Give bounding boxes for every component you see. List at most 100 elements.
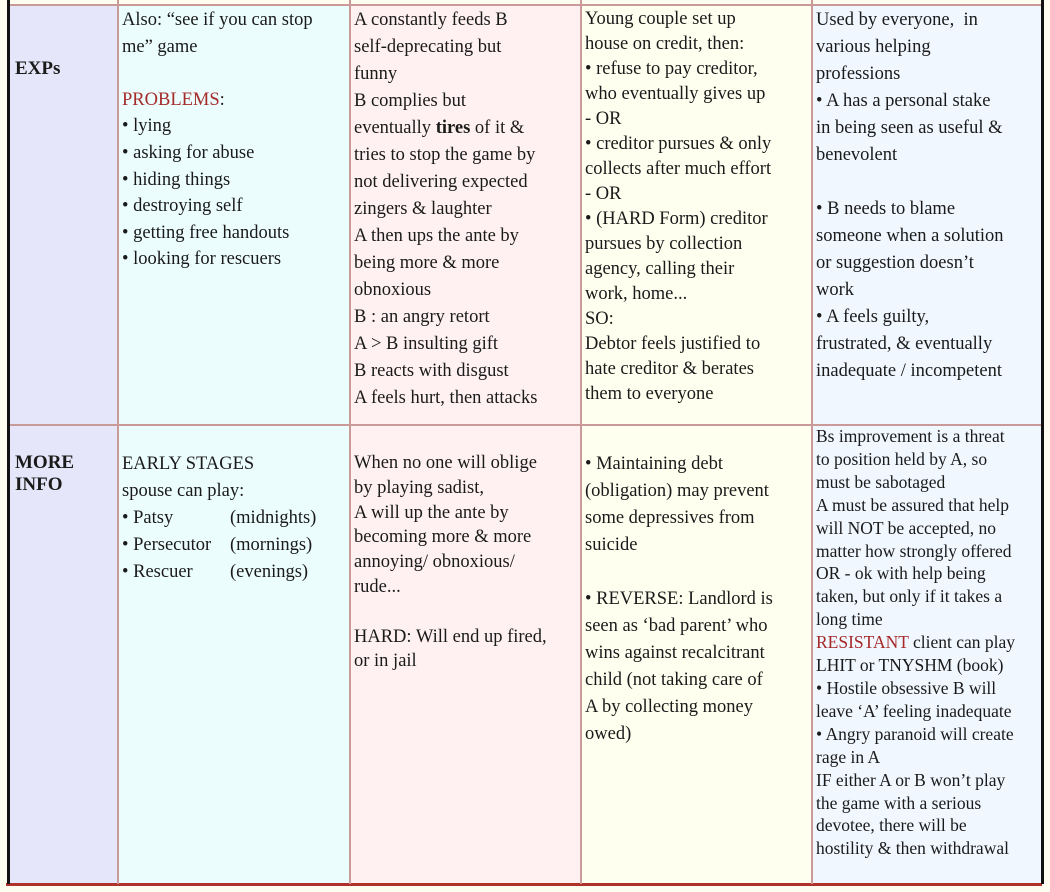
cell-line: • Patsy (midnights) bbox=[122, 505, 348, 532]
cell-line: - OR bbox=[585, 109, 622, 129]
cell-line: leave ‘A’ feeling inadequate bbox=[816, 700, 1012, 721]
cell-line: some depressives from bbox=[585, 508, 755, 528]
column-divider bbox=[580, 0, 582, 884]
cell-line: PROBLEMS: bbox=[122, 87, 348, 114]
right-border bbox=[1041, 0, 1044, 884]
cell-line: • Rescuer (evenings) bbox=[122, 559, 348, 586]
cell-line: frustrated, & eventually bbox=[816, 334, 993, 354]
text-segment: client can play bbox=[908, 632, 1016, 653]
cell-line: obnoxious bbox=[354, 280, 432, 300]
cell-line: being more & more bbox=[354, 253, 500, 273]
cell-line: long time bbox=[816, 609, 883, 630]
cell-line: • Hostile obsessive B will bbox=[816, 677, 997, 698]
cell-line: B complies but bbox=[354, 91, 467, 111]
cell-line: who eventually gives up bbox=[585, 84, 766, 104]
cell-line bbox=[354, 600, 580, 625]
cell-line: When no one will oblige bbox=[354, 453, 537, 473]
left-border bbox=[7, 0, 10, 884]
cell-line: A will up the ante by bbox=[354, 502, 509, 523]
cell-line: • lying bbox=[122, 116, 172, 137]
cell-line: Young couple set up bbox=[585, 9, 736, 29]
cell-line: to position held by A, so bbox=[816, 448, 988, 469]
cell-line: someone when a solution bbox=[816, 226, 1004, 246]
cell-line: hostility & then withdrawal bbox=[816, 838, 1009, 859]
text-segment: of it & bbox=[470, 118, 525, 138]
cell-line: A by collecting money bbox=[585, 697, 754, 717]
cell-line: • looking for rescuers bbox=[122, 249, 282, 270]
cell-line: pursues by collection bbox=[585, 234, 743, 254]
bold-text: tires bbox=[435, 118, 471, 138]
column-divider bbox=[117, 0, 119, 884]
cell-line: taken, but only if it takes a bbox=[816, 586, 1003, 607]
column-4-bg bbox=[812, 6, 1041, 884]
cell-line: collects after much effort bbox=[585, 159, 772, 179]
cell-line: B : an angry retort bbox=[354, 307, 490, 327]
cell-line: must be sabotaged bbox=[816, 471, 946, 492]
column-divider bbox=[811, 0, 813, 884]
row-divider bbox=[8, 424, 1042, 426]
cell-line bbox=[585, 559, 811, 586]
cell-line: agency, calling their bbox=[585, 259, 735, 279]
label-column-bg bbox=[10, 6, 118, 884]
cell-line: work bbox=[816, 280, 855, 300]
exps-cell-4: Used by everyone, in various helping profe… bbox=[816, 7, 1041, 385]
cell-line: A then ups the ante by bbox=[354, 226, 519, 246]
cell-line: wins against recalcitrant bbox=[585, 643, 765, 663]
cell-line: or suggestion doesn’t bbox=[816, 253, 974, 273]
cell-line: by playing sadist, bbox=[354, 477, 485, 498]
cell-line: • REVERSE: Landlord is bbox=[585, 589, 773, 609]
cell-line: benevolent bbox=[816, 145, 898, 165]
highlighted-text: PROBLEMS bbox=[122, 89, 220, 110]
cell-line: them to everyone bbox=[585, 384, 714, 404]
cell-line: SO: bbox=[585, 309, 614, 329]
cell-line: me” game bbox=[122, 36, 198, 57]
cell-line: owed) bbox=[585, 724, 632, 744]
cell-line: rude... bbox=[354, 576, 401, 597]
cell-line: • refuse to pay creditor, bbox=[585, 59, 758, 79]
cell-line: tries to stop the game by bbox=[354, 145, 536, 165]
text-segment: eventually bbox=[354, 118, 436, 138]
text-segment: (evenings) bbox=[230, 562, 309, 582]
cell-line: HARD: Will end up fired, bbox=[354, 626, 547, 647]
cell-line: • Maintaining debt bbox=[585, 454, 724, 474]
cell-line: - OR bbox=[585, 184, 622, 204]
cell-line: not delivering expected bbox=[354, 172, 528, 192]
more-info-cell-4: Bs improvement is a threat to position he… bbox=[816, 425, 1041, 860]
text-segment: (mornings) bbox=[230, 535, 313, 555]
cell-line: A > B insulting gift bbox=[354, 334, 499, 354]
cell-line: • A has a personal stake bbox=[816, 91, 991, 111]
cell-line: work, home... bbox=[585, 284, 688, 304]
cell-line: LHIT or TNYSHM (book) bbox=[816, 655, 1004, 676]
cell-line: A constantly feeds B bbox=[354, 10, 508, 30]
exps-cell-3: Young couple set up house on credit, then… bbox=[585, 7, 811, 407]
cell-line: eventually tires of it & bbox=[354, 115, 580, 142]
highlighted-text: RESISTANT bbox=[816, 632, 909, 653]
cell-line: B reacts with disgust bbox=[354, 361, 509, 381]
more-info-cell-1: EARLY STAGES spouse can play: • Patsy (midn… bbox=[122, 451, 348, 586]
cell-line: OR - ok with help being bbox=[816, 563, 986, 584]
cell-line: suicide bbox=[585, 535, 638, 555]
cell-line: RESISTANT client can play bbox=[816, 631, 1041, 654]
cell-line bbox=[816, 169, 1041, 196]
cell-line: • getting free handouts bbox=[122, 222, 290, 243]
text-segment: (midnights) bbox=[230, 508, 317, 528]
top-row-divider bbox=[8, 4, 1042, 6]
bottom-border bbox=[6, 883, 1042, 886]
cell-line: • (HARD Form) creditor bbox=[585, 209, 768, 229]
column-2-bg bbox=[350, 6, 581, 884]
cell-line: A must be assured that help bbox=[816, 494, 1009, 515]
cell-line: annoying/ obnoxious/ bbox=[354, 552, 515, 573]
cell-line: • creditor pursues & only bbox=[585, 134, 772, 154]
cell-line: Bs improvement is a threat bbox=[816, 426, 1005, 446]
cell-line: the game with a serious bbox=[816, 792, 982, 813]
column-3-bg bbox=[581, 6, 812, 884]
cell-line: • hiding things bbox=[122, 169, 231, 190]
cell-line: Also: “see if you can stop bbox=[122, 10, 313, 30]
text-segment: : bbox=[219, 89, 225, 110]
text-segment: • Persecutor bbox=[122, 535, 212, 555]
cell-line: house on credit, then: bbox=[585, 34, 745, 54]
column-1-bg bbox=[118, 6, 350, 884]
cell-line: inadequate / incompetent bbox=[816, 361, 1002, 381]
cell-line: professions bbox=[816, 64, 901, 84]
cell-line: • B needs to blame bbox=[816, 199, 956, 219]
